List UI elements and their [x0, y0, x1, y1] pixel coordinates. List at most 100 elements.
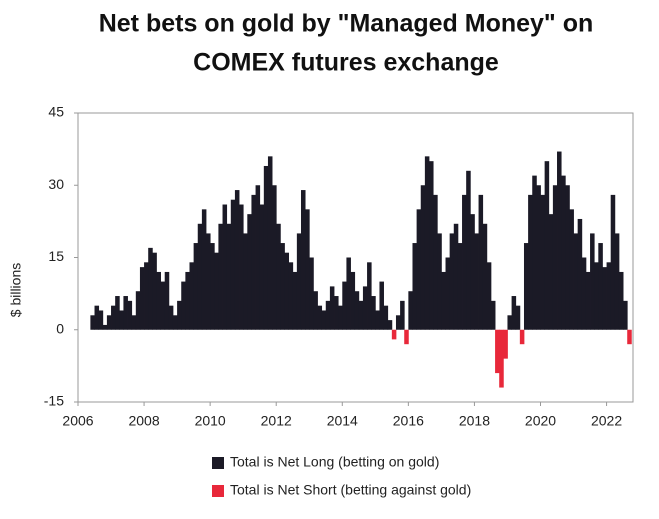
- long-area: [358, 300, 364, 330]
- long-area: [552, 185, 558, 330]
- y-tick-label: 45: [48, 104, 64, 120]
- long-area: [354, 291, 360, 330]
- long-area: [528, 194, 533, 330]
- long-area: [247, 214, 252, 330]
- long-area: [350, 271, 356, 330]
- x-tick-label: 2008: [128, 413, 159, 429]
- long-area: [280, 243, 285, 330]
- long-area: [98, 310, 104, 330]
- long-area: [441, 271, 446, 330]
- x-tick-label: 2018: [459, 413, 490, 429]
- long-area: [590, 233, 595, 330]
- long-area: [239, 204, 244, 330]
- y-tick-label: 15: [48, 248, 64, 264]
- short-area: [499, 329, 504, 388]
- long-area: [540, 194, 546, 330]
- long-area: [561, 175, 566, 330]
- long-area: [90, 315, 95, 330]
- long-area: [102, 324, 108, 330]
- long-area: [585, 271, 591, 330]
- long-area: [292, 271, 298, 330]
- long-area: [210, 243, 215, 330]
- long-area: [433, 194, 438, 330]
- long-area: [623, 300, 628, 330]
- chart-title: COMEX futures exchange: [193, 49, 499, 77]
- long-area: [594, 262, 599, 330]
- long-area: [131, 315, 137, 330]
- y-tick-label: 0: [56, 320, 64, 336]
- long-area: [462, 194, 467, 330]
- long-area: [342, 281, 347, 330]
- long-area: [412, 243, 418, 330]
- long-area: [284, 252, 290, 330]
- x-tick-label: 2016: [393, 413, 424, 429]
- long-area: [172, 315, 178, 330]
- long-area: [449, 233, 455, 330]
- long-area: [437, 233, 442, 330]
- long-area: [177, 300, 182, 330]
- short-area: [503, 329, 508, 359]
- long-area: [445, 257, 451, 330]
- x-tick-label: 2020: [525, 413, 556, 429]
- long-area: [420, 185, 426, 330]
- long-area: [490, 300, 496, 330]
- long-area: [160, 281, 166, 330]
- long-area: [168, 305, 174, 330]
- long-area: [523, 243, 529, 330]
- long-area: [115, 296, 120, 330]
- legend-swatch: [212, 485, 224, 497]
- long-area: [548, 214, 554, 330]
- long-area: [214, 252, 219, 330]
- x-tick-label: 2012: [261, 413, 292, 429]
- x-tick-label: 2014: [327, 413, 358, 429]
- short-area: [404, 329, 409, 345]
- x-tick-label: 2006: [62, 413, 93, 429]
- long-area: [135, 291, 141, 330]
- long-area: [618, 271, 624, 330]
- long-area: [532, 175, 537, 330]
- x-tick-label: 2010: [195, 413, 226, 429]
- long-area: [424, 156, 430, 330]
- long-area: [565, 185, 570, 330]
- long-area: [486, 262, 492, 330]
- long-area: [387, 320, 393, 330]
- long-area: [346, 257, 351, 330]
- long-area: [379, 281, 384, 330]
- legend-swatch: [212, 457, 224, 469]
- long-area: [193, 243, 199, 330]
- legend-label: Total is Net Long (betting on gold): [230, 454, 439, 470]
- long-area: [296, 233, 302, 330]
- long-area: [201, 209, 207, 330]
- long-area: [189, 262, 195, 330]
- long-area: [429, 161, 434, 330]
- long-area: [383, 305, 389, 330]
- long-area: [375, 310, 380, 330]
- long-area: [515, 305, 521, 330]
- long-area: [148, 247, 153, 330]
- short-area: [627, 329, 632, 345]
- long-area: [267, 156, 273, 330]
- short-area: [519, 329, 525, 345]
- long-area: [305, 209, 310, 330]
- long-area: [226, 223, 232, 330]
- long-area: [569, 209, 574, 330]
- long-area: [511, 296, 517, 330]
- long-area: [197, 223, 203, 330]
- long-area: [470, 214, 475, 330]
- long-area: [416, 209, 422, 330]
- long-area: [606, 262, 612, 330]
- long-area: [395, 315, 401, 330]
- long-area: [507, 315, 512, 330]
- chart-title: Net bets on gold by "Managed Money" on: [99, 10, 594, 38]
- long-area: [234, 190, 240, 330]
- long-area: [557, 151, 562, 330]
- long-area: [164, 271, 170, 330]
- long-area: [218, 223, 223, 330]
- long-area: [272, 185, 277, 330]
- long-area: [581, 257, 587, 330]
- long-area: [317, 305, 323, 330]
- long-area: [544, 161, 550, 330]
- long-area: [371, 296, 376, 330]
- long-area: [536, 185, 541, 330]
- short-area: [391, 329, 397, 340]
